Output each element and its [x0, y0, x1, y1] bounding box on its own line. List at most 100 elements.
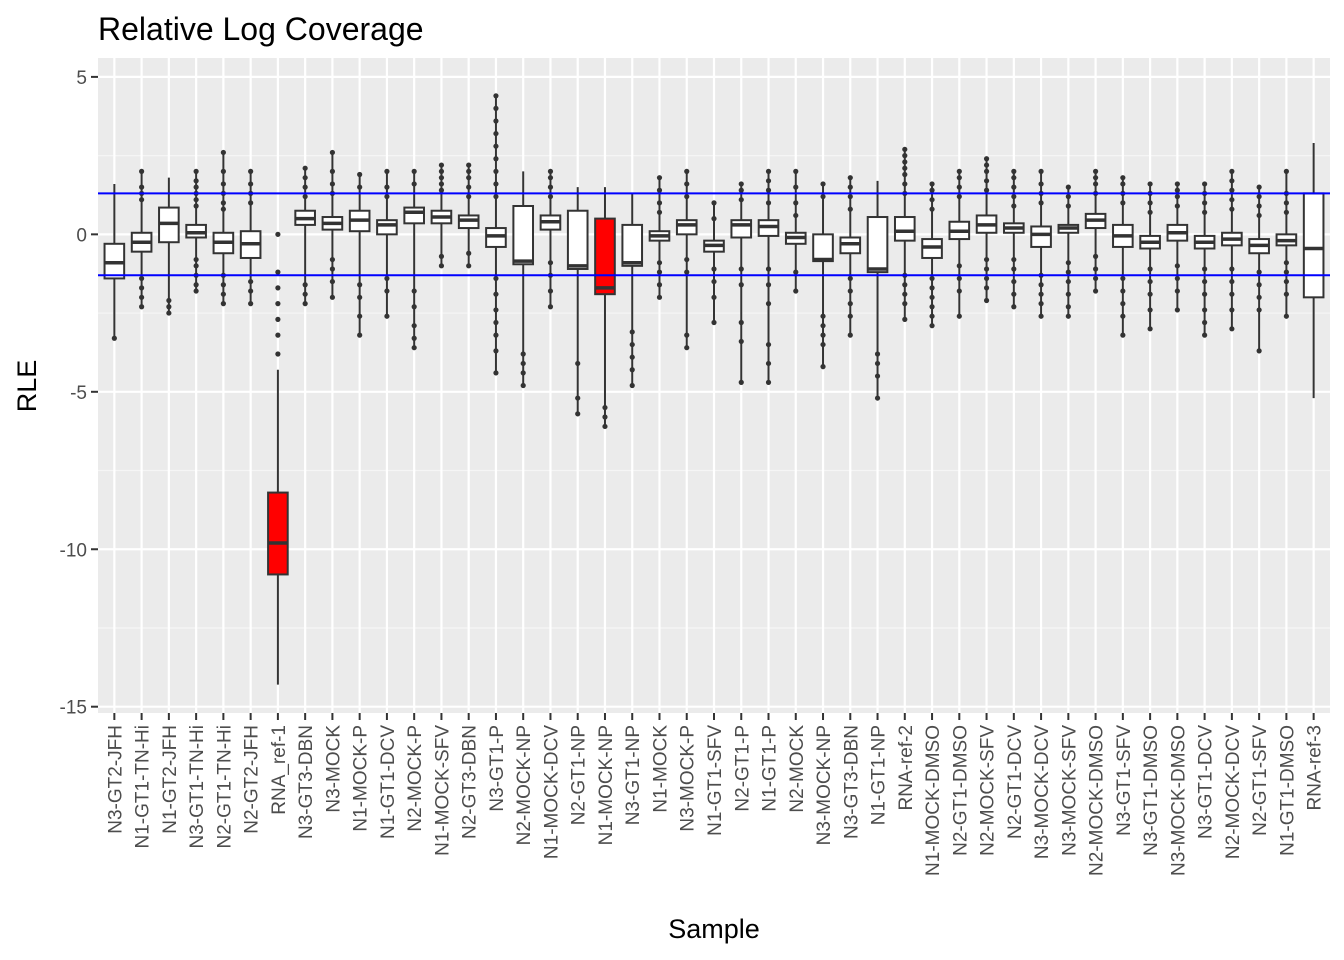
- box-iqr: [675, 219, 698, 236]
- outlier-point: [1174, 193, 1180, 200]
- outlier-point: [738, 379, 744, 385]
- outlier-point: [1011, 175, 1017, 181]
- outlier-point: [820, 181, 826, 187]
- outlier-point: [1011, 256, 1017, 263]
- outlier-point: [656, 269, 663, 275]
- outlier-point: [1174, 203, 1180, 209]
- outlier-point: [1065, 203, 1071, 209]
- box-N1-GT2-JFH: [158, 177, 180, 316]
- y-tick-label: 5: [76, 68, 87, 89]
- outlier-point: [1202, 319, 1208, 326]
- outlier-point: [357, 294, 363, 300]
- box-N1-MOCK-P: [348, 171, 371, 338]
- box-N2-MOCK-SFV: [975, 156, 998, 304]
- outlier-point: [765, 360, 772, 367]
- outlier-point: [1038, 181, 1044, 187]
- outlier-point: [493, 319, 499, 326]
- outlier-point: [983, 285, 990, 291]
- outlier-point: [493, 193, 499, 200]
- outlier-point: [520, 382, 526, 389]
- box-N2-MOCK: [784, 168, 807, 294]
- outlier-point: [193, 288, 199, 294]
- box-N1-GT1-DCV: [376, 168, 398, 319]
- x-tick-label: RNA_ref-1: [269, 725, 290, 815]
- outlier-point: [1011, 291, 1017, 297]
- x-axis-title: Sample: [668, 914, 760, 944]
- outlier-point: [1256, 193, 1262, 200]
- outlier-point: [983, 162, 990, 168]
- outlier-point: [765, 282, 772, 288]
- outlier-point: [956, 275, 962, 282]
- outlier-point: [793, 168, 799, 174]
- x-tick-label: N1-MOCK-NP: [596, 725, 617, 845]
- outlier-point: [139, 285, 145, 291]
- outlier-point: [220, 282, 226, 288]
- outlier-point: [520, 351, 526, 357]
- x-tick-label: N2-GT1-DMSO: [950, 725, 971, 856]
- outlier-point: [193, 168, 199, 174]
- box-N1-GT1-SFV: [703, 200, 725, 326]
- outlier-point: [248, 168, 254, 174]
- outlier-point: [765, 168, 772, 174]
- outlier-point: [1011, 266, 1017, 272]
- box-N1-MOCK-DCV: [539, 168, 562, 310]
- outlier-point: [711, 216, 717, 222]
- outlier-point: [1256, 294, 1262, 300]
- outlier-point: [302, 175, 308, 181]
- outlier-point: [139, 304, 145, 310]
- outlier-point: [684, 193, 690, 200]
- outlier-point: [847, 275, 853, 282]
- outlier-point: [166, 304, 172, 310]
- outlier-point: [1229, 266, 1235, 272]
- outlier-point: [547, 168, 554, 174]
- outlier-point: [711, 319, 717, 326]
- outlier-point: [248, 278, 254, 285]
- outlier-point: [411, 181, 417, 187]
- outlier-point: [684, 181, 690, 187]
- boxplot-series: [103, 93, 1325, 685]
- outlier-point: [1092, 181, 1099, 187]
- outlier-point: [357, 171, 363, 178]
- outlier-point: [411, 168, 417, 174]
- outlier-point: [493, 168, 499, 174]
- outlier-point: [793, 269, 799, 275]
- outlier-point: [820, 364, 826, 370]
- outlier-point: [902, 282, 908, 288]
- outlier-point: [1229, 278, 1235, 285]
- outlier-point: [929, 313, 935, 319]
- outlier-point: [629, 341, 635, 348]
- outlier-point: [1147, 266, 1153, 272]
- outlier-point: [983, 297, 990, 304]
- outlier-point: [1038, 291, 1044, 297]
- outlier-point: [1038, 301, 1044, 307]
- outlier-point: [547, 175, 554, 181]
- outlier-point: [329, 256, 336, 263]
- outlier-point: [193, 263, 199, 269]
- outlier-point: [602, 423, 608, 430]
- outlier-point: [1065, 278, 1071, 285]
- outlier-point: [1120, 313, 1126, 319]
- outlier-point: [493, 143, 499, 149]
- box-iqr: [376, 219, 398, 236]
- outlier-point: [1256, 282, 1262, 288]
- outlier-point: [1011, 304, 1017, 310]
- outlier-point: [793, 212, 799, 219]
- outlier-point: [1065, 184, 1071, 190]
- box-N3-GT1-TN-Hi: [185, 168, 207, 294]
- outlier-point: [384, 184, 390, 190]
- outlier-point: [929, 187, 935, 193]
- outlier-point: [1065, 260, 1071, 266]
- outlier-point: [1147, 326, 1153, 332]
- outlier-point: [329, 168, 336, 174]
- outlier-point: [738, 319, 744, 326]
- outlier-point: [275, 316, 281, 322]
- outlier-point: [575, 360, 581, 367]
- outlier-point: [1202, 266, 1208, 272]
- threshold-lines: [98, 192, 1330, 277]
- x-tick-label: N2-GT1-P: [732, 725, 753, 812]
- x-tick-label: N3-GT1-SFV: [1114, 725, 1135, 836]
- outlier-point: [493, 348, 499, 354]
- outlier-point: [575, 411, 581, 417]
- outlier-point: [1092, 253, 1099, 259]
- outlier-point: [1202, 307, 1208, 313]
